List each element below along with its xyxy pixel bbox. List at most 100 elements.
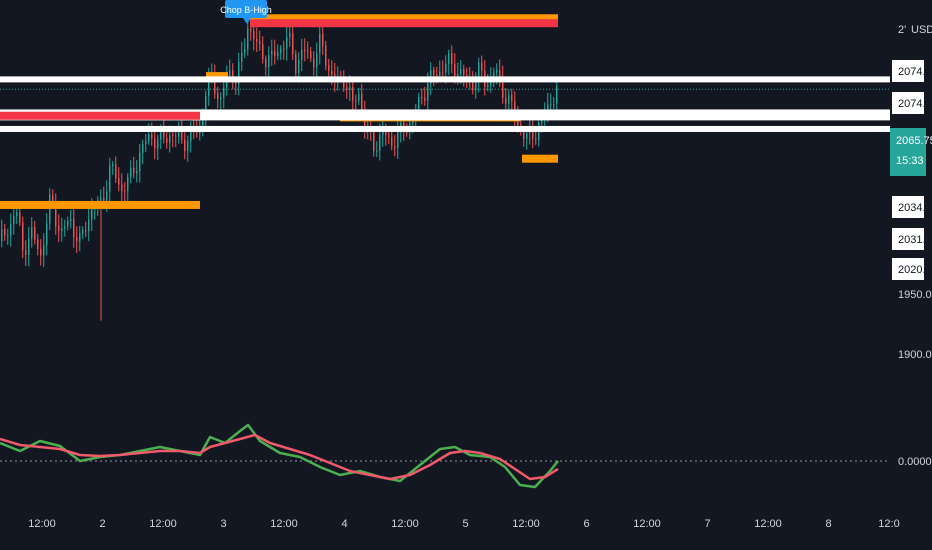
candle bbox=[10, 213, 12, 247]
svg-text:2031.79: 2031.79 bbox=[898, 234, 932, 246]
candle bbox=[121, 173, 123, 201]
candle bbox=[448, 49, 450, 76]
candle bbox=[40, 239, 42, 266]
level-line-orange[interactable] bbox=[0, 200, 200, 209]
candle bbox=[178, 121, 180, 144]
level-line-orange[interactable] bbox=[250, 14, 558, 23]
time-tick: 12:00 bbox=[391, 518, 419, 530]
oscillator-red-line bbox=[0, 433, 559, 481]
candle bbox=[502, 65, 504, 104]
time-tick: 12:00 bbox=[149, 518, 177, 530]
candle bbox=[67, 216, 69, 231]
candle bbox=[256, 27, 258, 53]
candle bbox=[283, 40, 285, 60]
candle bbox=[46, 213, 48, 256]
signal-badge-pointer bbox=[243, 18, 251, 24]
svg-text:2065.75: 2065.75 bbox=[896, 135, 932, 147]
candle bbox=[280, 45, 282, 61]
candle bbox=[463, 64, 465, 87]
candle bbox=[313, 51, 315, 76]
level-line-orange[interactable] bbox=[206, 72, 228, 81]
candle bbox=[439, 60, 441, 80]
candle bbox=[85, 221, 87, 238]
candle bbox=[142, 139, 144, 164]
candle bbox=[28, 226, 30, 267]
time-tick: 12:00 bbox=[512, 518, 540, 530]
candle bbox=[241, 41, 243, 71]
candle bbox=[139, 143, 141, 183]
candle bbox=[319, 22, 321, 65]
signal-badge-text: Chop B-High bbox=[220, 5, 272, 15]
candle bbox=[43, 233, 45, 268]
candle bbox=[181, 120, 183, 144]
candle bbox=[292, 24, 294, 61]
candle bbox=[424, 86, 426, 106]
candle bbox=[115, 156, 117, 183]
candle bbox=[79, 225, 81, 252]
level-line-white[interactable] bbox=[0, 109, 890, 116]
currency-label[interactable]: USD bbox=[911, 24, 932, 36]
candle bbox=[58, 214, 60, 242]
candle bbox=[232, 63, 234, 90]
candle bbox=[508, 89, 510, 114]
level-line-white[interactable] bbox=[0, 125, 890, 132]
candle bbox=[154, 129, 156, 160]
level-line-white[interactable] bbox=[0, 114, 890, 121]
candle bbox=[271, 39, 273, 66]
candle bbox=[37, 233, 39, 256]
candle bbox=[4, 223, 6, 241]
svg-text:2034.72: 2034.72 bbox=[898, 202, 932, 214]
currency-prefix: 2' bbox=[898, 24, 906, 36]
candle bbox=[550, 93, 552, 111]
candle bbox=[352, 76, 354, 112]
time-tick: 8 bbox=[825, 518, 831, 530]
time-tick: 12:00 bbox=[28, 518, 56, 530]
candle bbox=[238, 52, 240, 96]
svg-text:15:33: 15:33 bbox=[896, 155, 924, 167]
candle bbox=[61, 217, 63, 242]
candle bbox=[265, 55, 267, 76]
candle bbox=[112, 160, 114, 175]
candle bbox=[325, 40, 327, 71]
candle bbox=[421, 88, 423, 105]
candle bbox=[76, 226, 78, 254]
price-scale-1950: 1950.00 bbox=[898, 289, 932, 301]
candle bbox=[301, 38, 303, 72]
candle bbox=[286, 25, 288, 61]
level-line-red[interactable] bbox=[0, 111, 200, 120]
svg-text:2020.30: 2020.30 bbox=[898, 264, 932, 276]
level-line-white[interactable] bbox=[0, 76, 890, 83]
candle bbox=[19, 206, 21, 227]
candle bbox=[124, 182, 126, 203]
candle bbox=[511, 88, 513, 113]
price-tag-5: 2020.30 bbox=[892, 258, 932, 280]
horizontal-lines-layer bbox=[0, 14, 890, 209]
time-axis[interactable]: 12:00 2 12:00 3 12:00 4 12:00 5 12:00 6 12:00 7 12:0… bbox=[28, 518, 899, 530]
candle bbox=[145, 134, 147, 152]
candle bbox=[553, 97, 555, 109]
candle bbox=[223, 78, 225, 109]
candle bbox=[22, 216, 24, 259]
signal-badge[interactable]: Chop B-High bbox=[220, 0, 272, 24]
candle bbox=[31, 216, 33, 248]
time-tick: 12:00 bbox=[754, 518, 782, 530]
candle bbox=[394, 134, 396, 157]
level-line-orange[interactable] bbox=[522, 154, 558, 163]
candle bbox=[376, 141, 378, 158]
level-line-red[interactable] bbox=[250, 19, 558, 28]
candle bbox=[109, 157, 111, 203]
candle bbox=[247, 21, 249, 56]
candle bbox=[127, 173, 129, 202]
candle bbox=[322, 24, 324, 55]
candle bbox=[355, 94, 357, 110]
price-tag-3: 2034.72 bbox=[892, 196, 932, 218]
candle bbox=[73, 207, 75, 248]
candle bbox=[262, 36, 264, 64]
candle bbox=[13, 204, 15, 235]
candle bbox=[88, 208, 90, 242]
svg-text:2074.07: 2074.07 bbox=[898, 98, 932, 110]
current-price-tag: 2065.75 15:33 bbox=[890, 128, 932, 176]
candle bbox=[274, 39, 276, 65]
